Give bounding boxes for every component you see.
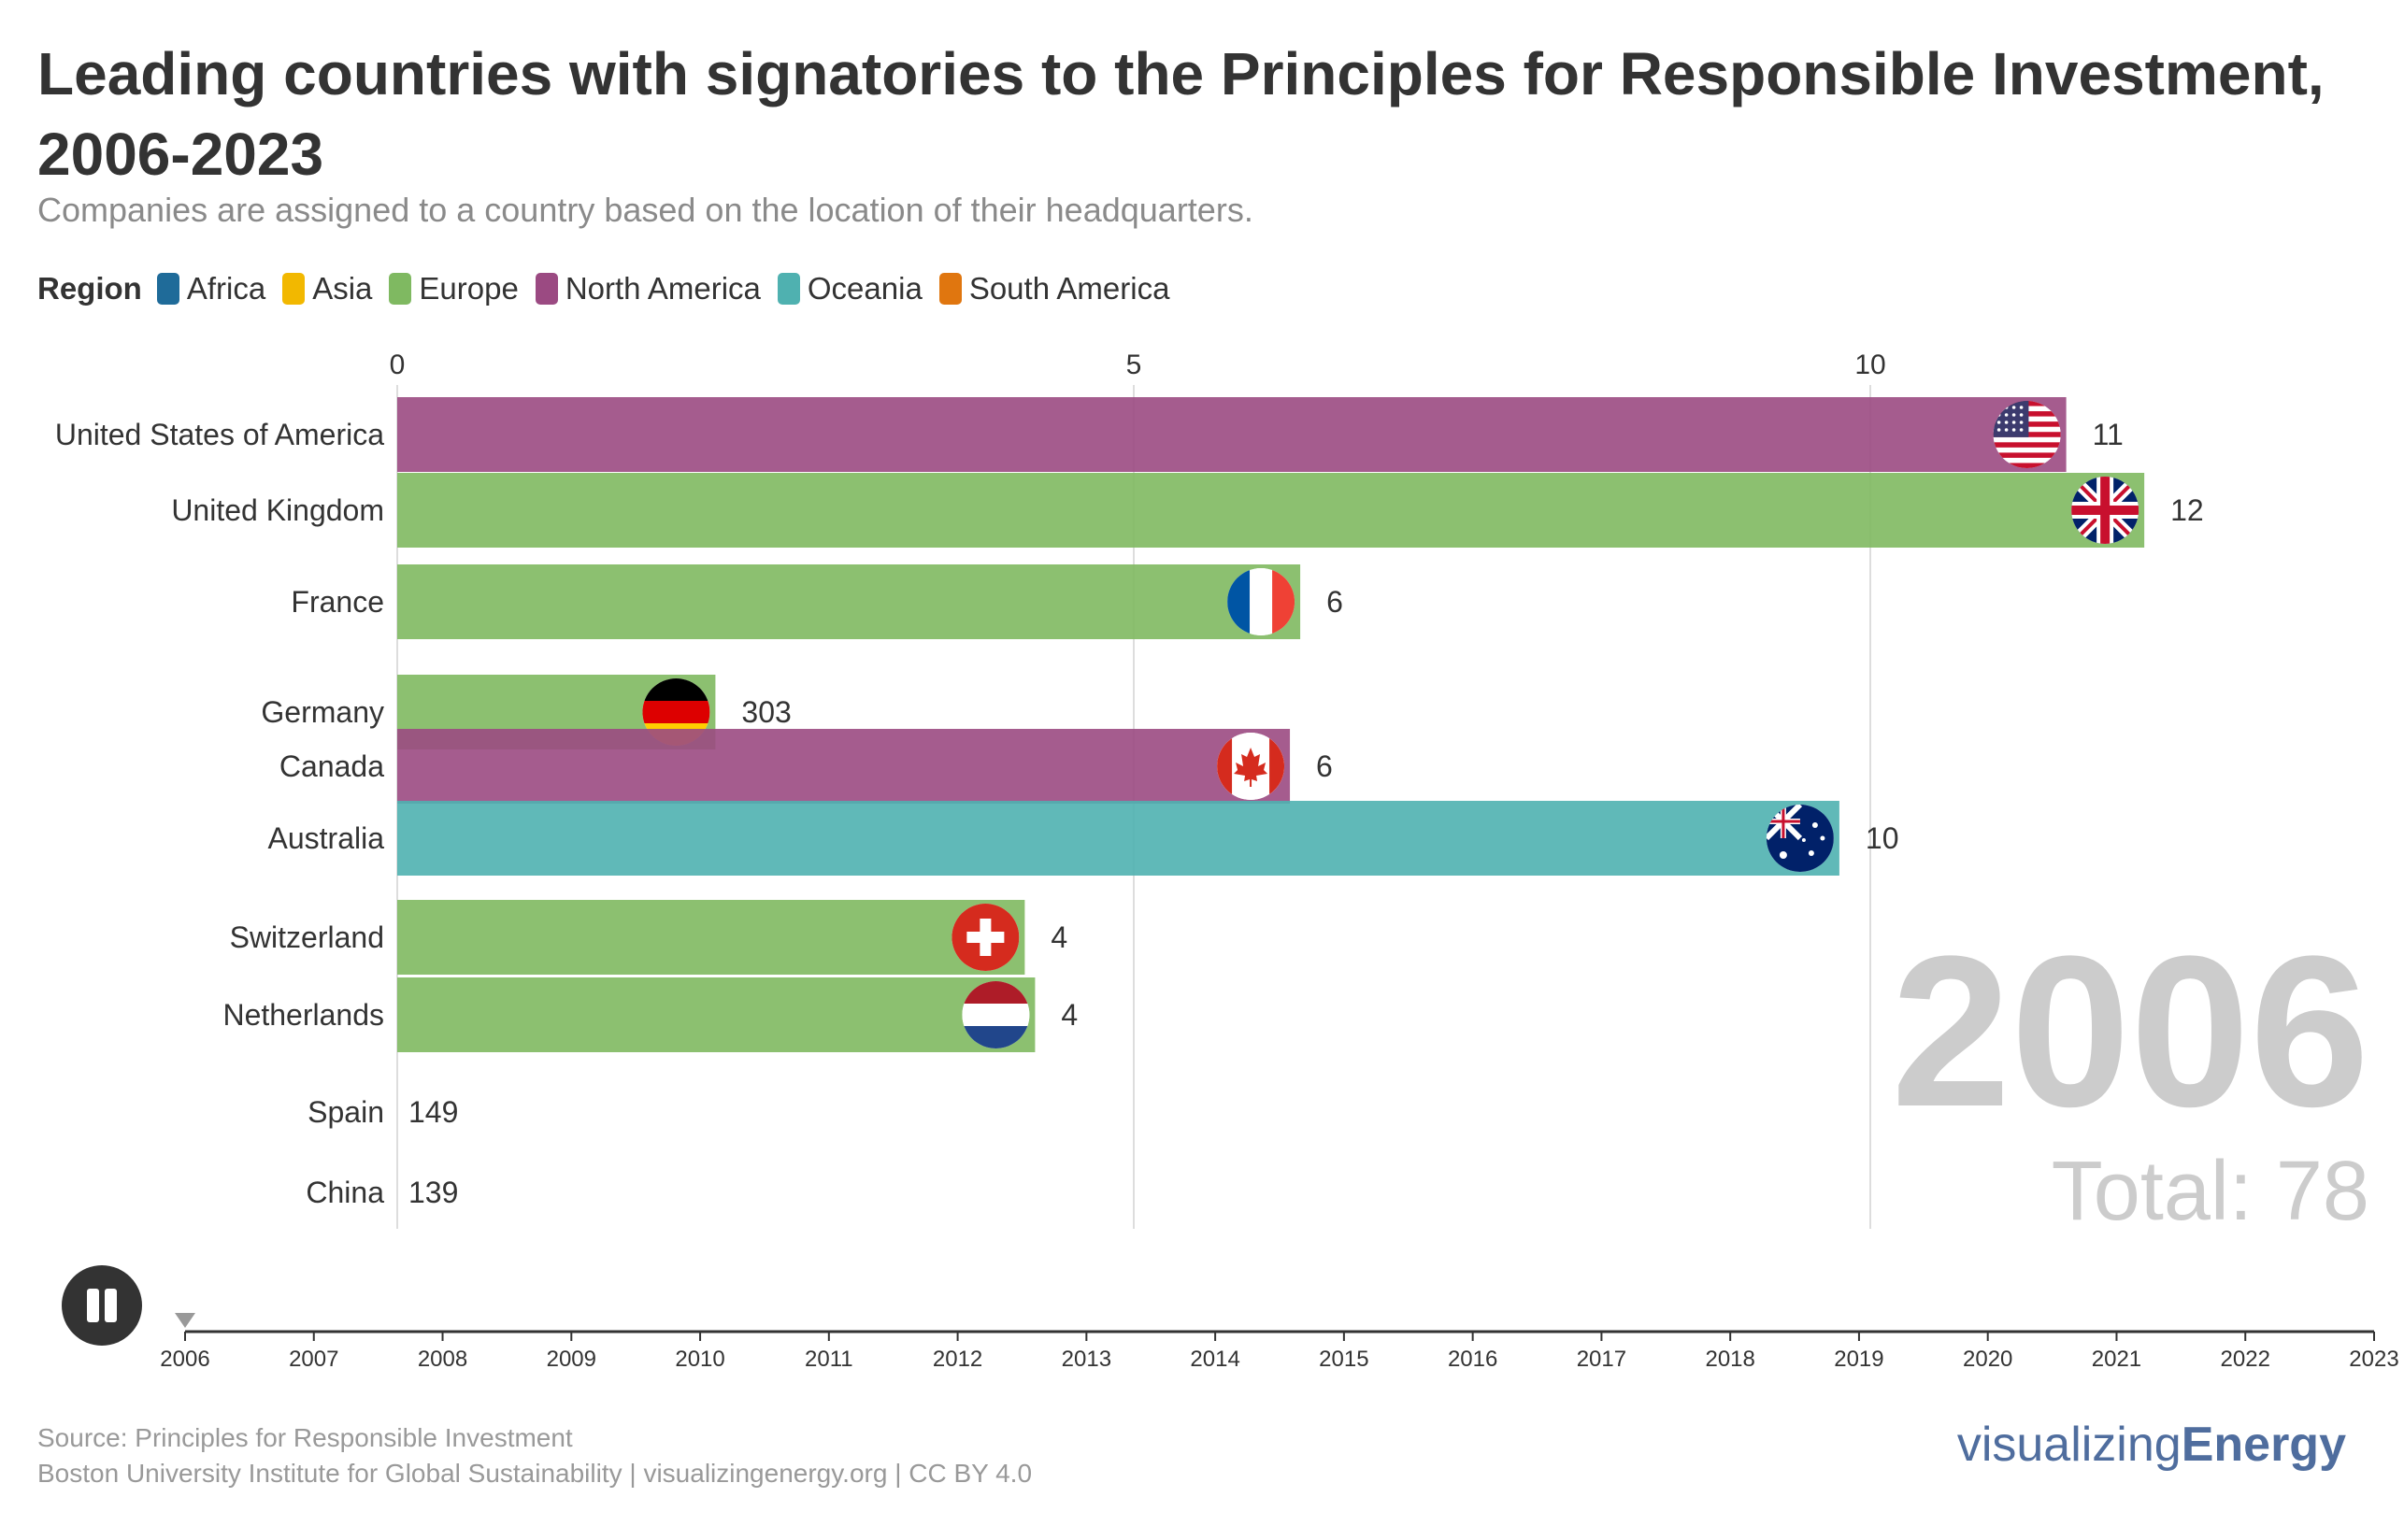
pause-icon — [87, 1289, 99, 1322]
legend-item-north-america[interactable]: North America — [535, 271, 761, 307]
value-label: 4 — [1051, 920, 1067, 954]
pause-button[interactable] — [62, 1265, 142, 1346]
legend: Region Africa Asia Europe North America … — [37, 271, 1186, 307]
total-label: Total: 78 — [2052, 1145, 2369, 1238]
bar-australia[interactable] — [397, 801, 1839, 876]
value-label: 149 — [408, 1095, 458, 1129]
legend-label: Europe — [419, 271, 519, 306]
bar-switzerland[interactable] — [397, 900, 1025, 975]
timeline-year-label[interactable]: 2013 — [1062, 1347, 1111, 1372]
brand-logo: visualizingEnergy — [1957, 1417, 2346, 1473]
legend-swatch — [156, 273, 179, 305]
timeline-year-label[interactable]: 2019 — [1834, 1347, 1883, 1372]
timeline-year-label[interactable]: 2011 — [805, 1347, 853, 1372]
legend-swatch — [535, 273, 558, 305]
value-label: 139 — [408, 1176, 458, 1209]
legend-title: Region — [37, 271, 142, 306]
australia-flag-icon — [1766, 805, 1834, 872]
bar-netherlands[interactable] — [397, 977, 1036, 1052]
x-tick-label: 10 — [1854, 349, 1885, 380]
category-label: Australia — [268, 821, 385, 855]
netherlands-flag-icon — [962, 981, 1030, 1048]
timeline[interactable]: 2006 2007 2008 2009 2010 2011 2012 2013 2014 2015… — [160, 1313, 2399, 1372]
timeline-year-label[interactable]: 2006 — [160, 1347, 209, 1372]
bar-layer: United States of America 11 United Kingdom… — [55, 397, 2204, 1209]
bar-united-kingdom[interactable] — [397, 473, 2145, 548]
uk-flag-icon — [2071, 477, 2139, 544]
x-tick-label: 5 — [1126, 349, 1142, 380]
timeline-year-label[interactable]: 2022 — [2221, 1347, 2270, 1372]
legend-swatch — [389, 273, 412, 305]
brand-part2: Energy — [2181, 1418, 2346, 1472]
timeline-year-label[interactable]: 2021 — [2092, 1347, 2141, 1372]
legend-item-oceania[interactable]: Oceania — [777, 271, 923, 307]
legend-label: Africa — [186, 271, 266, 306]
chart-title: Leading countries with signatories to th… — [37, 40, 2325, 188]
value-label: 11 — [2093, 418, 2124, 451]
source-line: Source: Principles for Responsible Inves… — [37, 1423, 573, 1452]
legend-label: Oceania — [807, 271, 923, 306]
legend-label: South America — [968, 271, 1170, 306]
category-label: Germany — [261, 695, 384, 729]
value-label: 303 — [741, 695, 791, 729]
legend-label: North America — [565, 271, 761, 306]
switzerland-flag-icon — [952, 904, 1020, 971]
credit-line: Boston University Institute for Global S… — [37, 1459, 1033, 1488]
timeline-year-label[interactable]: 2008 — [418, 1347, 467, 1372]
value-label: 4 — [1061, 998, 1078, 1032]
timeline-year-label[interactable]: 2018 — [1705, 1347, 1754, 1372]
bar-france[interactable] — [397, 564, 1301, 639]
legend-swatch — [282, 273, 306, 305]
source-note: Source: Principles for Responsible Inves… — [37, 1420, 1032, 1491]
bar-canada[interactable] — [397, 729, 1291, 804]
category-label: United States of America — [55, 418, 384, 451]
value-label: 10 — [1866, 821, 1899, 855]
x-tick-label: 0 — [390, 349, 406, 380]
category-label: Spain — [308, 1095, 384, 1129]
chart-subtitle: Companies are assigned to a country base… — [37, 191, 1253, 229]
legend-label: Asia — [312, 271, 373, 306]
timeline-year-label[interactable]: 2014 — [1190, 1347, 1239, 1372]
category-label: United Kingdom — [171, 493, 384, 527]
timeline-year-label[interactable]: 2012 — [933, 1347, 982, 1372]
timeline-year-label[interactable]: 2016 — [1448, 1347, 1497, 1372]
timeline-year-label[interactable]: 2009 — [547, 1347, 596, 1372]
category-label: Switzerland — [230, 920, 384, 954]
pause-icon — [105, 1289, 117, 1322]
year-label: 2006 — [1891, 911, 2369, 1151]
timeline-year-label[interactable]: 2020 — [1963, 1347, 2012, 1372]
category-label: Canada — [279, 749, 384, 783]
us-flag-icon — [1993, 401, 2061, 468]
brand-part1: visualizing — [1956, 1418, 2182, 1472]
legend-swatch — [938, 273, 962, 305]
value-label: 12 — [2170, 493, 2204, 527]
value-label: 6 — [1326, 585, 1343, 619]
legend-item-africa[interactable]: Africa — [156, 271, 266, 307]
category-label: China — [306, 1176, 384, 1209]
timeline-year-label[interactable]: 2015 — [1319, 1347, 1368, 1372]
timeline-year-label[interactable]: 2017 — [1577, 1347, 1626, 1372]
legend-item-europe[interactable]: Europe — [389, 271, 519, 307]
france-flag-icon — [1227, 568, 1295, 635]
timeline-year-label[interactable]: 2007 — [289, 1347, 338, 1372]
legend-item-south-america[interactable]: South America — [938, 271, 1170, 307]
canada-flag-icon — [1217, 733, 1285, 800]
category-label: France — [291, 585, 384, 619]
timeline-handle[interactable] — [175, 1313, 195, 1328]
timeline-year-label[interactable]: 2010 — [675, 1347, 724, 1372]
value-label: 6 — [1316, 749, 1333, 783]
timeline-year-label[interactable]: 2023 — [2349, 1347, 2398, 1372]
legend-item-asia[interactable]: Asia — [282, 271, 372, 307]
legend-swatch — [777, 273, 800, 305]
bar-united-states-of-america[interactable] — [397, 397, 2067, 472]
category-label: Netherlands — [222, 998, 384, 1032]
